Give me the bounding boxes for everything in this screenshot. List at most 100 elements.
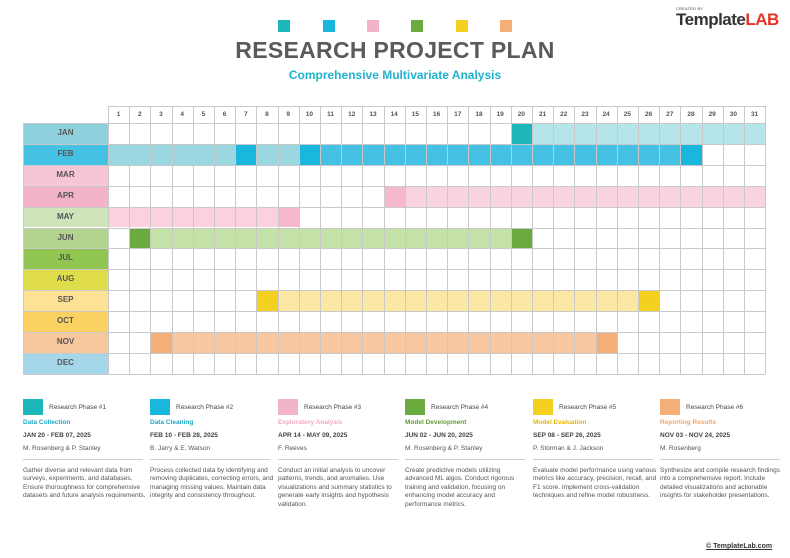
grid-hline bbox=[23, 311, 766, 313]
gantt-bar-cell bbox=[659, 123, 681, 144]
grid-vline bbox=[765, 106, 767, 374]
phase-task: Exploratory Analysis bbox=[278, 419, 343, 426]
phase-name: Research Phase #4 bbox=[431, 404, 489, 411]
gantt-bar-cell bbox=[553, 123, 575, 144]
gantt-bar-cell bbox=[235, 143, 257, 165]
grid-hline bbox=[108, 106, 766, 107]
phase-name: Research Phase #3 bbox=[304, 404, 362, 411]
phase-task: Reporting Results bbox=[660, 419, 716, 426]
gantt-bar-cell bbox=[532, 123, 554, 144]
swatch-4 bbox=[411, 20, 423, 32]
grid-hline bbox=[23, 123, 766, 124]
day-header-cell: 22 bbox=[560, 111, 568, 118]
grid-vline bbox=[447, 106, 449, 374]
phase-divider bbox=[150, 459, 270, 460]
day-header-cell: 8 bbox=[265, 111, 269, 118]
grid-hline bbox=[23, 373, 766, 375]
gantt-bar-cell bbox=[426, 227, 448, 249]
gantt-bar-cell bbox=[532, 185, 554, 207]
grid-hline bbox=[23, 164, 766, 166]
gantt-bar-cell bbox=[341, 227, 363, 249]
gantt-bar-cell bbox=[553, 143, 575, 165]
gantt-bar-cell bbox=[192, 143, 214, 165]
gantt-bar-cell bbox=[680, 185, 702, 207]
phase-color-swatch bbox=[150, 399, 170, 415]
gantt-bar-cell bbox=[510, 185, 532, 207]
swatch-1 bbox=[278, 20, 290, 32]
gantt-bar-cell bbox=[680, 123, 702, 144]
gantt-bar-cell bbox=[214, 206, 236, 228]
gantt-bar-cell bbox=[744, 185, 766, 207]
gantt-bar-cell bbox=[468, 290, 490, 312]
grid-vline bbox=[277, 106, 279, 374]
phase-description: Gather diverse and relevant data from su… bbox=[23, 467, 146, 500]
grid-vline bbox=[468, 106, 470, 374]
phase-dates: APR 14 - MAY 09, 2025 bbox=[278, 432, 348, 439]
grid-vline bbox=[235, 106, 237, 374]
gantt-bar-cell bbox=[404, 185, 426, 207]
gantt-bar-cell bbox=[362, 143, 384, 165]
phase-dates: FEB 10 - FEB 28, 2025 bbox=[150, 432, 218, 439]
gantt-bar-cell bbox=[722, 185, 744, 207]
gantt-bar-cell bbox=[192, 332, 214, 353]
phase-owner: M. Rosenberg bbox=[660, 445, 701, 452]
gantt-bar-cell bbox=[404, 227, 426, 249]
grid-vline bbox=[320, 106, 321, 374]
phase-color-swatch bbox=[278, 399, 298, 415]
gantt-bar-cell bbox=[426, 143, 448, 165]
gantt-bar-cell bbox=[129, 206, 151, 228]
gantt-bar-cell bbox=[277, 332, 299, 353]
month-label-jun: JUN bbox=[23, 227, 108, 249]
grid-vline bbox=[256, 106, 258, 374]
day-header-cell: 13 bbox=[369, 111, 377, 118]
copyright-link[interactable]: © TemplateLab.com bbox=[706, 543, 773, 550]
gantt-bar-cell bbox=[171, 206, 193, 228]
phase-dates: SEP 08 - SEP 26, 2025 bbox=[533, 432, 601, 439]
day-header-cell: 1 bbox=[116, 111, 121, 118]
grid-vline bbox=[489, 106, 491, 374]
gantt-bar-cell bbox=[659, 185, 681, 207]
page-subtitle: Comprehensive Multivariate Analysis bbox=[288, 68, 502, 82]
gantt-bar-cell bbox=[150, 206, 172, 228]
gantt-bar-cell bbox=[680, 143, 702, 165]
gantt-bar-cell bbox=[171, 143, 193, 165]
day-header-cell: 4 bbox=[180, 111, 184, 118]
grid-vline bbox=[383, 106, 385, 374]
phase-owner: P. Storman & J. Jackson bbox=[533, 445, 604, 452]
phase-name: Research Phase #2 bbox=[176, 404, 234, 411]
logo-lab-text: LAB bbox=[745, 10, 779, 29]
gantt-bar-cell bbox=[362, 227, 384, 249]
gantt-bar-cell bbox=[553, 185, 575, 207]
grid-hline bbox=[23, 352, 766, 354]
gantt-bar-cell bbox=[489, 332, 511, 353]
month-label-nov: NOV bbox=[23, 332, 108, 353]
day-header-cell: 18 bbox=[475, 111, 483, 118]
gantt-bar-cell bbox=[510, 332, 532, 353]
gantt-bar-cell bbox=[468, 185, 490, 207]
gantt-bar-cell bbox=[214, 143, 236, 165]
templatelab-logo[interactable]: CREATED BY TemplateLAB bbox=[676, 6, 779, 30]
gantt-bar-cell bbox=[320, 143, 342, 165]
gantt-bar-cell bbox=[510, 227, 532, 249]
day-header-cell: 10 bbox=[305, 111, 313, 118]
gantt-bar-cell bbox=[426, 332, 448, 353]
phase-color-swatch bbox=[405, 399, 425, 415]
day-header-cell: 2 bbox=[137, 111, 142, 118]
gantt-chart: 1 2 3 4 5 6 7 8 9 10 11 12 13 14 15 16 17 18 19 20 21 22 23 24 2… bbox=[23, 106, 767, 375]
gantt-bar-cell bbox=[277, 143, 299, 165]
gantt-bar-cell bbox=[383, 143, 405, 165]
gantt-bar-cell bbox=[256, 290, 278, 312]
phase-task: Model Evaluation bbox=[533, 419, 587, 426]
day-header-cell: 17 bbox=[454, 111, 462, 118]
day-header-cell: 16 bbox=[432, 111, 441, 118]
gantt-bar-cell bbox=[150, 143, 172, 165]
gantt-bar-cell bbox=[616, 123, 638, 144]
grid-vline bbox=[108, 106, 109, 374]
month-label-feb: FEB bbox=[23, 143, 108, 165]
gantt-bar-cell bbox=[320, 332, 342, 353]
day-header-cell: 29 bbox=[708, 111, 716, 118]
gantt-bar-cell bbox=[489, 143, 511, 165]
grid-vline bbox=[298, 106, 300, 374]
grid-vline bbox=[510, 106, 512, 374]
phase-description: Conduct an initial analysis to uncover p… bbox=[278, 467, 392, 508]
